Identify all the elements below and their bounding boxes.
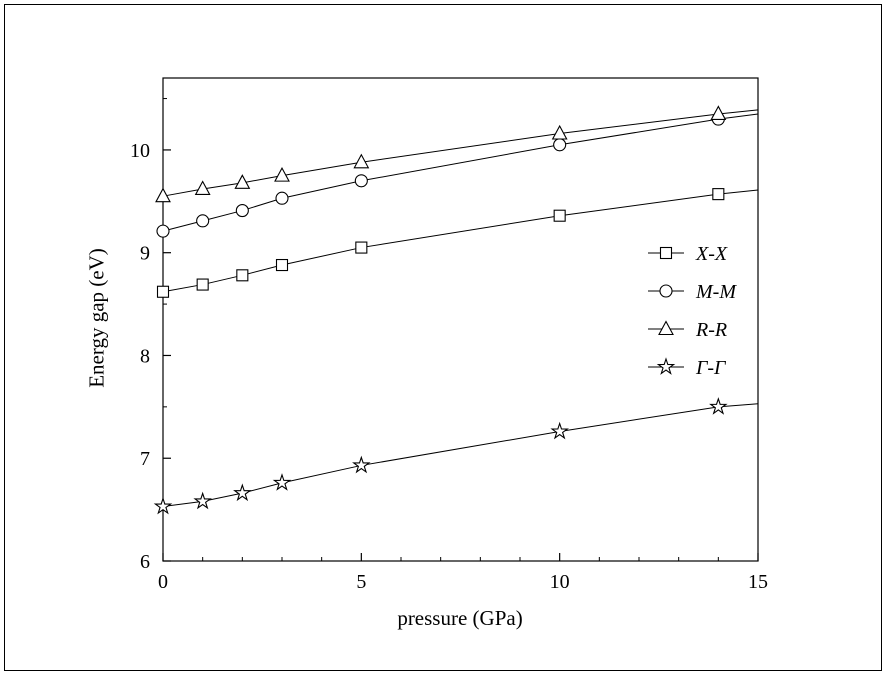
triangle-marker xyxy=(155,187,171,203)
square-marker xyxy=(275,258,289,272)
y-tick-label: 10 xyxy=(130,140,150,162)
triangle-marker xyxy=(353,153,370,169)
plot-frame xyxy=(162,77,759,562)
star-marker xyxy=(272,473,292,491)
circle-marker xyxy=(196,214,210,228)
y-axis-title: Energy gap (eV) xyxy=(84,248,109,388)
square-marker xyxy=(712,188,725,201)
circle-marker xyxy=(235,204,249,218)
star-marker xyxy=(193,491,212,510)
circle-marker xyxy=(275,191,289,205)
square-marker xyxy=(196,278,209,291)
triangle-marker xyxy=(710,105,727,121)
star-marker xyxy=(233,483,252,502)
triangle-marker xyxy=(234,174,251,189)
star-marker xyxy=(709,397,728,415)
circle-marker xyxy=(553,138,567,152)
x-tick-label: 15 xyxy=(748,571,768,593)
triangle-marker xyxy=(658,320,674,336)
triangle-marker xyxy=(274,166,290,182)
x-tick-label: 5 xyxy=(356,571,366,593)
legend-label: Γ-Γ xyxy=(695,357,727,379)
series-line-R-R xyxy=(162,109,759,197)
y-tick-label: 6 xyxy=(140,551,150,573)
y-tick-label: 7 xyxy=(140,448,150,470)
square-marker xyxy=(156,285,170,298)
legend-label: M-M xyxy=(695,281,737,303)
x-tick-label: 10 xyxy=(550,571,570,593)
star-marker xyxy=(550,421,569,440)
star-marker xyxy=(153,496,173,515)
series-line-M-M xyxy=(162,113,759,232)
circle-marker xyxy=(659,284,673,298)
series-line-X-X xyxy=(162,189,759,293)
circle-marker xyxy=(354,174,368,188)
square-marker xyxy=(659,246,673,260)
x-axis-title: pressure (GPa) xyxy=(397,606,523,630)
series-line-Γ-Γ xyxy=(162,403,759,508)
legend-label: X-X xyxy=(695,243,728,265)
star-marker xyxy=(352,455,371,474)
square-marker xyxy=(236,269,249,282)
square-marker xyxy=(553,209,566,222)
circle-marker xyxy=(156,224,170,238)
star-marker xyxy=(656,357,676,375)
legend-label: R-R xyxy=(695,319,727,341)
square-marker xyxy=(355,241,368,254)
y-tick-label: 8 xyxy=(140,345,150,367)
y-tick-label: 9 xyxy=(140,243,150,265)
triangle-marker xyxy=(551,124,568,140)
x-tick-label: 0 xyxy=(158,571,168,593)
triangle-marker xyxy=(194,180,211,196)
